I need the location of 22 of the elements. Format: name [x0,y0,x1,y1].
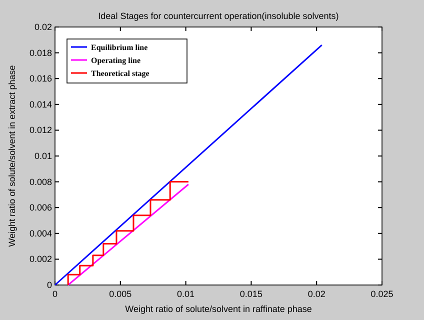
y-tick-label: 0.008 [29,176,52,187]
x-tick-label: 0.02 [308,289,326,299]
y-tick-label: 0.002 [29,254,52,264]
y-tick-label: 0.006 [29,202,52,213]
legend-label: Equilibrium line [91,43,148,52]
y-tick-label: 0.016 [29,74,52,84]
y-tick-label: 0.02 [34,22,52,32]
y-tick-label: 0.012 [29,125,52,136]
y-tick-label: 0 [46,280,52,290]
y-tick-label: 0.004 [29,228,52,238]
legend-label: Theoretical stage [91,69,150,78]
y-tick-label: 0.018 [29,48,52,58]
y-axis-title: Weight ratio of solute/solvent in extract phase [7,65,17,247]
x-tick-label: 0.01 [177,289,195,299]
y-tick-label: 0.014 [29,99,52,110]
y-tick-label: 0.01 [34,151,52,161]
x-tick-label: 0.025 [370,289,394,299]
x-axis-title: Weight ratio of solute/solvent in raffinate phase [125,304,312,314]
legend-label: Operating line [91,56,142,65]
chart-title: Ideal Stages for countercurrent operation(insoluble solvents) [98,11,339,21]
x-tick-label: 0.005 [109,289,132,299]
x-tick-label: 0.015 [240,289,262,299]
